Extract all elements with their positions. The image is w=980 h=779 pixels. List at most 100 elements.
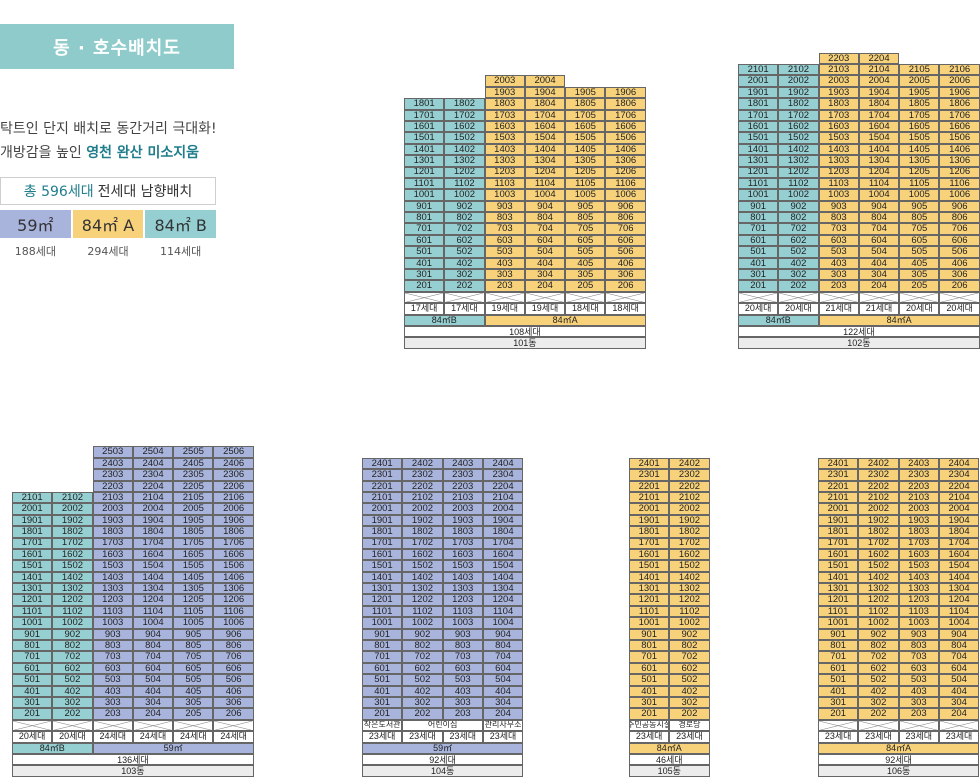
unit-cell[interactable]: 1904 xyxy=(524,86,566,99)
unit-cell[interactable]: 304 xyxy=(938,697,980,709)
unit-cell[interactable]: 1703 xyxy=(898,537,939,549)
unit-cell[interactable]: 1206 xyxy=(939,166,980,178)
unit-cell[interactable]: 501 xyxy=(629,674,670,686)
unit-cell[interactable]: 903 xyxy=(442,628,483,641)
unit-cell[interactable]: 1104 xyxy=(938,605,980,618)
unit-cell[interactable]: 1804 xyxy=(132,526,174,538)
unit-cell[interactable]: 1704 xyxy=(482,537,524,549)
unit-cell[interactable]: 1902 xyxy=(52,514,93,527)
unit-cell[interactable]: 202 xyxy=(858,708,899,720)
unit-cell[interactable]: 1101 xyxy=(738,177,779,190)
unit-cell[interactable]: 1901 xyxy=(362,514,403,527)
unit-cell[interactable]: 406 xyxy=(213,685,254,697)
unit-cell[interactable]: 2106 xyxy=(213,491,254,504)
unit-cell[interactable]: 1502 xyxy=(444,132,485,144)
unit-cell[interactable]: 2506 xyxy=(213,446,254,458)
unit-cell[interactable]: 2001 xyxy=(818,503,859,515)
unit-cell[interactable]: 1104 xyxy=(482,605,524,618)
unit-cell[interactable]: 905 xyxy=(565,200,606,213)
unit-cell[interactable]: 1401 xyxy=(629,571,670,584)
unit-cell[interactable]: 506 xyxy=(213,674,254,686)
unit-cell[interactable]: 505 xyxy=(899,246,940,258)
unit-cell[interactable]: 2203 xyxy=(442,480,483,492)
unit-cell[interactable]: 2103 xyxy=(442,491,483,504)
unit-cell[interactable]: 1101 xyxy=(12,605,53,618)
unit-cell[interactable]: 1504 xyxy=(132,560,174,572)
unit-cell[interactable]: 705 xyxy=(899,223,940,235)
unit-cell[interactable]: 1904 xyxy=(938,514,980,527)
unit-cell[interactable]: 301 xyxy=(404,269,445,281)
unit-cell[interactable]: 402 xyxy=(669,685,710,697)
unit-cell[interactable]: 806 xyxy=(605,212,646,224)
unit-cell[interactable]: 605 xyxy=(565,234,606,247)
unit-cell[interactable]: 1706 xyxy=(213,537,254,549)
unit-cell[interactable]: 2003 xyxy=(818,75,859,87)
unit-cell[interactable]: 1403 xyxy=(92,571,133,584)
unit-cell[interactable]: 1106 xyxy=(213,605,254,618)
unit-cell[interactable]: 1202 xyxy=(778,166,819,178)
unit-cell[interactable]: 402 xyxy=(402,685,443,697)
unit-cell[interactable]: 1204 xyxy=(938,594,980,606)
unit-cell[interactable]: 1903 xyxy=(92,514,133,527)
unit-cell[interactable]: 1904 xyxy=(482,514,524,527)
unit-cell[interactable]: 1102 xyxy=(444,177,485,190)
unit-cell[interactable]: 905 xyxy=(899,200,940,213)
unit-cell[interactable]: 303 xyxy=(898,697,939,709)
unit-cell[interactable]: 503 xyxy=(818,246,859,258)
unit-cell[interactable]: 403 xyxy=(818,257,859,270)
unit-cell[interactable]: 601 xyxy=(818,662,859,675)
unit-cell[interactable]: 2102 xyxy=(778,63,819,76)
unit-cell[interactable]: 805 xyxy=(173,640,214,652)
unit-cell[interactable]: 1802 xyxy=(669,526,710,538)
unit-cell[interactable]: 201 xyxy=(738,280,779,292)
unit-cell[interactable]: 1403 xyxy=(818,143,859,156)
unit-cell[interactable]: 501 xyxy=(12,674,53,686)
unit-cell[interactable]: 2204 xyxy=(938,480,980,492)
unit-cell[interactable]: 1706 xyxy=(939,109,980,121)
unit-cell[interactable]: 203 xyxy=(898,708,939,720)
unit-cell[interactable]: 1602 xyxy=(669,548,710,561)
unit-cell[interactable]: 1402 xyxy=(858,571,899,584)
unit-cell[interactable]: 2504 xyxy=(132,446,174,458)
unit-cell[interactable]: 1202 xyxy=(858,594,899,606)
unit-cell[interactable]: 1602 xyxy=(778,120,819,133)
unit-cell[interactable]: 206 xyxy=(605,280,646,292)
unit-cell[interactable]: 1705 xyxy=(565,109,606,121)
unit-cell[interactable]: 1801 xyxy=(12,526,53,538)
unit-cell[interactable]: 406 xyxy=(605,257,646,270)
unit-cell[interactable]: 2302 xyxy=(402,469,443,481)
unit-cell[interactable]: 601 xyxy=(362,662,403,675)
unit-cell[interactable]: 1505 xyxy=(565,132,606,144)
unit-cell[interactable]: 1001 xyxy=(362,617,403,629)
unit-cell[interactable]: 706 xyxy=(605,223,646,235)
unit-cell[interactable]: 706 xyxy=(939,223,980,235)
unit-cell[interactable]: 304 xyxy=(524,269,566,281)
unit-cell[interactable]: 201 xyxy=(818,708,859,720)
unit-cell[interactable]: 1704 xyxy=(938,537,980,549)
unit-cell[interactable]: 902 xyxy=(778,200,819,213)
unit-cell[interactable]: 205 xyxy=(899,280,940,292)
unit-cell[interactable]: 1204 xyxy=(524,166,566,178)
unit-cell[interactable]: 1001 xyxy=(818,617,859,629)
unit-cell[interactable]: 1301 xyxy=(362,583,403,595)
unit-cell[interactable]: 802 xyxy=(52,640,93,652)
unit-cell[interactable]: 1302 xyxy=(778,155,819,167)
unit-cell[interactable]: 1803 xyxy=(898,526,939,538)
unit-cell[interactable]: 2104 xyxy=(482,491,524,504)
unit-cell[interactable]: 1101 xyxy=(629,605,670,618)
unit-cell[interactable]: 805 xyxy=(899,212,940,224)
unit-cell[interactable]: 203 xyxy=(442,708,483,720)
unit-cell[interactable]: 1006 xyxy=(605,189,646,201)
unit-cell[interactable]: 1503 xyxy=(92,560,133,572)
unit-cell[interactable]: 1006 xyxy=(213,617,254,629)
unit-cell[interactable]: 1101 xyxy=(818,605,859,618)
unit-cell[interactable]: 1603 xyxy=(484,120,525,133)
unit-cell[interactable]: 1604 xyxy=(132,548,174,561)
unit-cell[interactable]: 1701 xyxy=(818,537,859,549)
unit-cell[interactable]: 1201 xyxy=(12,594,53,606)
unit-cell[interactable]: 1605 xyxy=(173,548,214,561)
unit-cell[interactable]: 403 xyxy=(92,685,133,697)
unit-cell[interactable]: 303 xyxy=(818,269,859,281)
unit-cell[interactable]: 2401 xyxy=(629,457,670,470)
unit-cell[interactable]: 1303 xyxy=(818,155,859,167)
